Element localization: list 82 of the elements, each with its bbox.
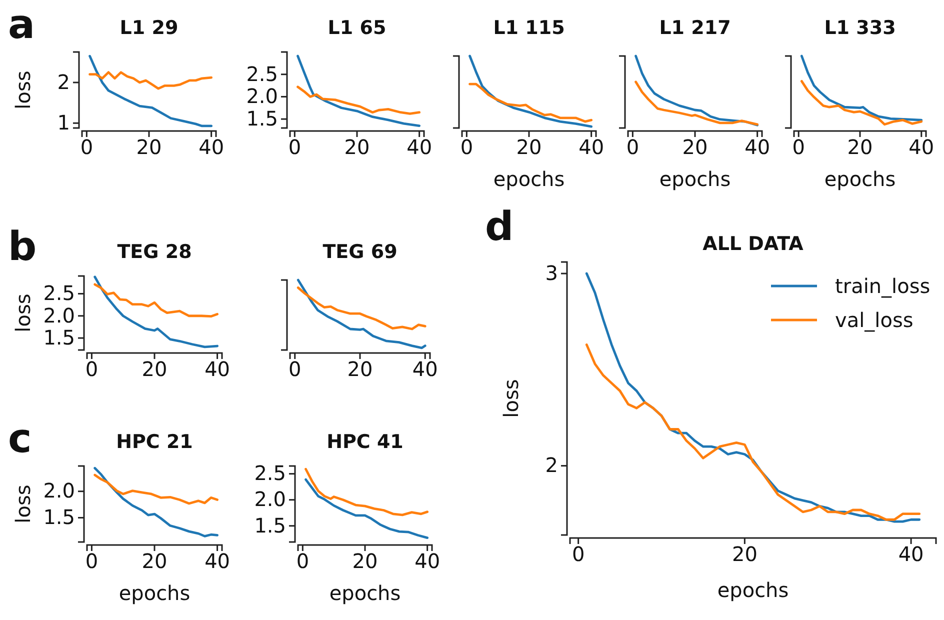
y-tick-label: 2.5 xyxy=(43,281,75,306)
line-series xyxy=(296,54,421,127)
line-series xyxy=(296,86,421,115)
x-tick-label: 40 xyxy=(744,135,770,160)
x-tick-label: 0 xyxy=(626,135,640,160)
y-tick-label: 2.0 xyxy=(254,487,286,512)
y-tick-label: 2 xyxy=(57,70,70,94)
chart-title: ALL DATA xyxy=(702,233,804,255)
line-series xyxy=(585,343,921,521)
chart-title: L1 333 xyxy=(824,17,896,39)
text: a xyxy=(8,2,35,48)
line-series xyxy=(94,276,218,348)
legend-label: train_loss xyxy=(835,274,930,298)
x-axis-title: epochs xyxy=(824,167,896,191)
chart-title: HPC 41 xyxy=(326,431,404,453)
x-tick-label: 20 xyxy=(347,357,373,382)
x-tick-label: 0 xyxy=(288,357,302,382)
x-tick-label: 0 xyxy=(792,135,805,160)
chart-title: L1 65 xyxy=(328,17,386,39)
legend-label: val_loss xyxy=(835,308,914,332)
y-tick-label: 2.0 xyxy=(246,84,278,108)
x-tick-label: 40 xyxy=(406,135,432,160)
line-series xyxy=(88,71,213,90)
x-tick-label: 40 xyxy=(898,542,924,566)
x-tick-label: 0 xyxy=(460,135,474,160)
x-tick-label: 20 xyxy=(847,135,873,160)
y-tick-label: 1.5 xyxy=(254,513,286,538)
chart-title: HPC 21 xyxy=(116,431,193,453)
x-tick-label: 0 xyxy=(288,135,302,160)
line-series xyxy=(94,466,218,538)
x-tick-label: 40 xyxy=(578,135,604,160)
y-tick-label: 1 xyxy=(57,110,70,135)
y-axis-title: loss xyxy=(11,484,35,524)
x-tick-label: 0 xyxy=(80,135,94,160)
x-tick-label: 0 xyxy=(296,549,310,574)
y-tick-label: 2 xyxy=(545,453,558,478)
y-tick-label: 1.5 xyxy=(246,106,278,130)
x-tick-label: 20 xyxy=(732,542,758,566)
x-tick-label: 20 xyxy=(142,549,168,574)
y-tick-label: 2.0 xyxy=(43,303,75,328)
x-tick-label: 0 xyxy=(572,542,585,566)
y-axis-title: loss xyxy=(11,294,35,332)
x-tick-label: 20 xyxy=(682,135,708,160)
line-series xyxy=(304,468,429,516)
x-tick-label: 40 xyxy=(414,549,440,574)
y-tick-label: 2.5 xyxy=(246,62,278,86)
x-tick-label: 20 xyxy=(516,135,542,160)
chart-title: L1 217 xyxy=(659,17,731,39)
x-axis-title: epochs xyxy=(329,581,401,605)
chart-title: TEG 69 xyxy=(322,241,398,263)
y-tick-label: 1.5 xyxy=(43,325,75,350)
line-series xyxy=(304,478,429,540)
x-tick-label: 20 xyxy=(352,549,378,574)
x-tick-label: 0 xyxy=(85,357,98,382)
line-series xyxy=(94,283,218,318)
x-tick-label: 40 xyxy=(204,357,230,382)
x-tick-label: 20 xyxy=(344,135,370,160)
y-tick-label: 2.5 xyxy=(254,461,286,486)
x-tick-label: 20 xyxy=(142,357,168,382)
x-axis-title: epochs xyxy=(493,167,565,191)
line-series xyxy=(94,474,218,505)
text: c xyxy=(8,416,32,462)
chart-title: L1 29 xyxy=(120,17,178,39)
chart-title: TEG 28 xyxy=(117,241,192,263)
x-tick-label: 40 xyxy=(908,135,934,160)
x-tick-label: 40 xyxy=(204,549,230,574)
text: d xyxy=(485,204,514,250)
y-tick-label: 2.0 xyxy=(43,478,75,503)
y-tick-label: 1.5 xyxy=(43,505,75,530)
x-axis-title: epochs xyxy=(118,581,190,605)
y-axis-title: loss xyxy=(499,379,523,418)
x-tick-label: 40 xyxy=(198,135,224,160)
text: b xyxy=(8,224,37,270)
x-tick-label: 40 xyxy=(412,357,438,382)
x-tick-label: 0 xyxy=(85,549,98,574)
x-axis-title: epochs xyxy=(717,578,789,602)
y-tick-label: 3 xyxy=(545,260,558,285)
chart-title: L1 115 xyxy=(493,17,565,39)
line-series xyxy=(88,54,213,128)
x-axis-title: epochs xyxy=(659,167,731,191)
x-tick-label: 20 xyxy=(136,135,162,160)
y-axis-title: loss xyxy=(11,70,35,110)
